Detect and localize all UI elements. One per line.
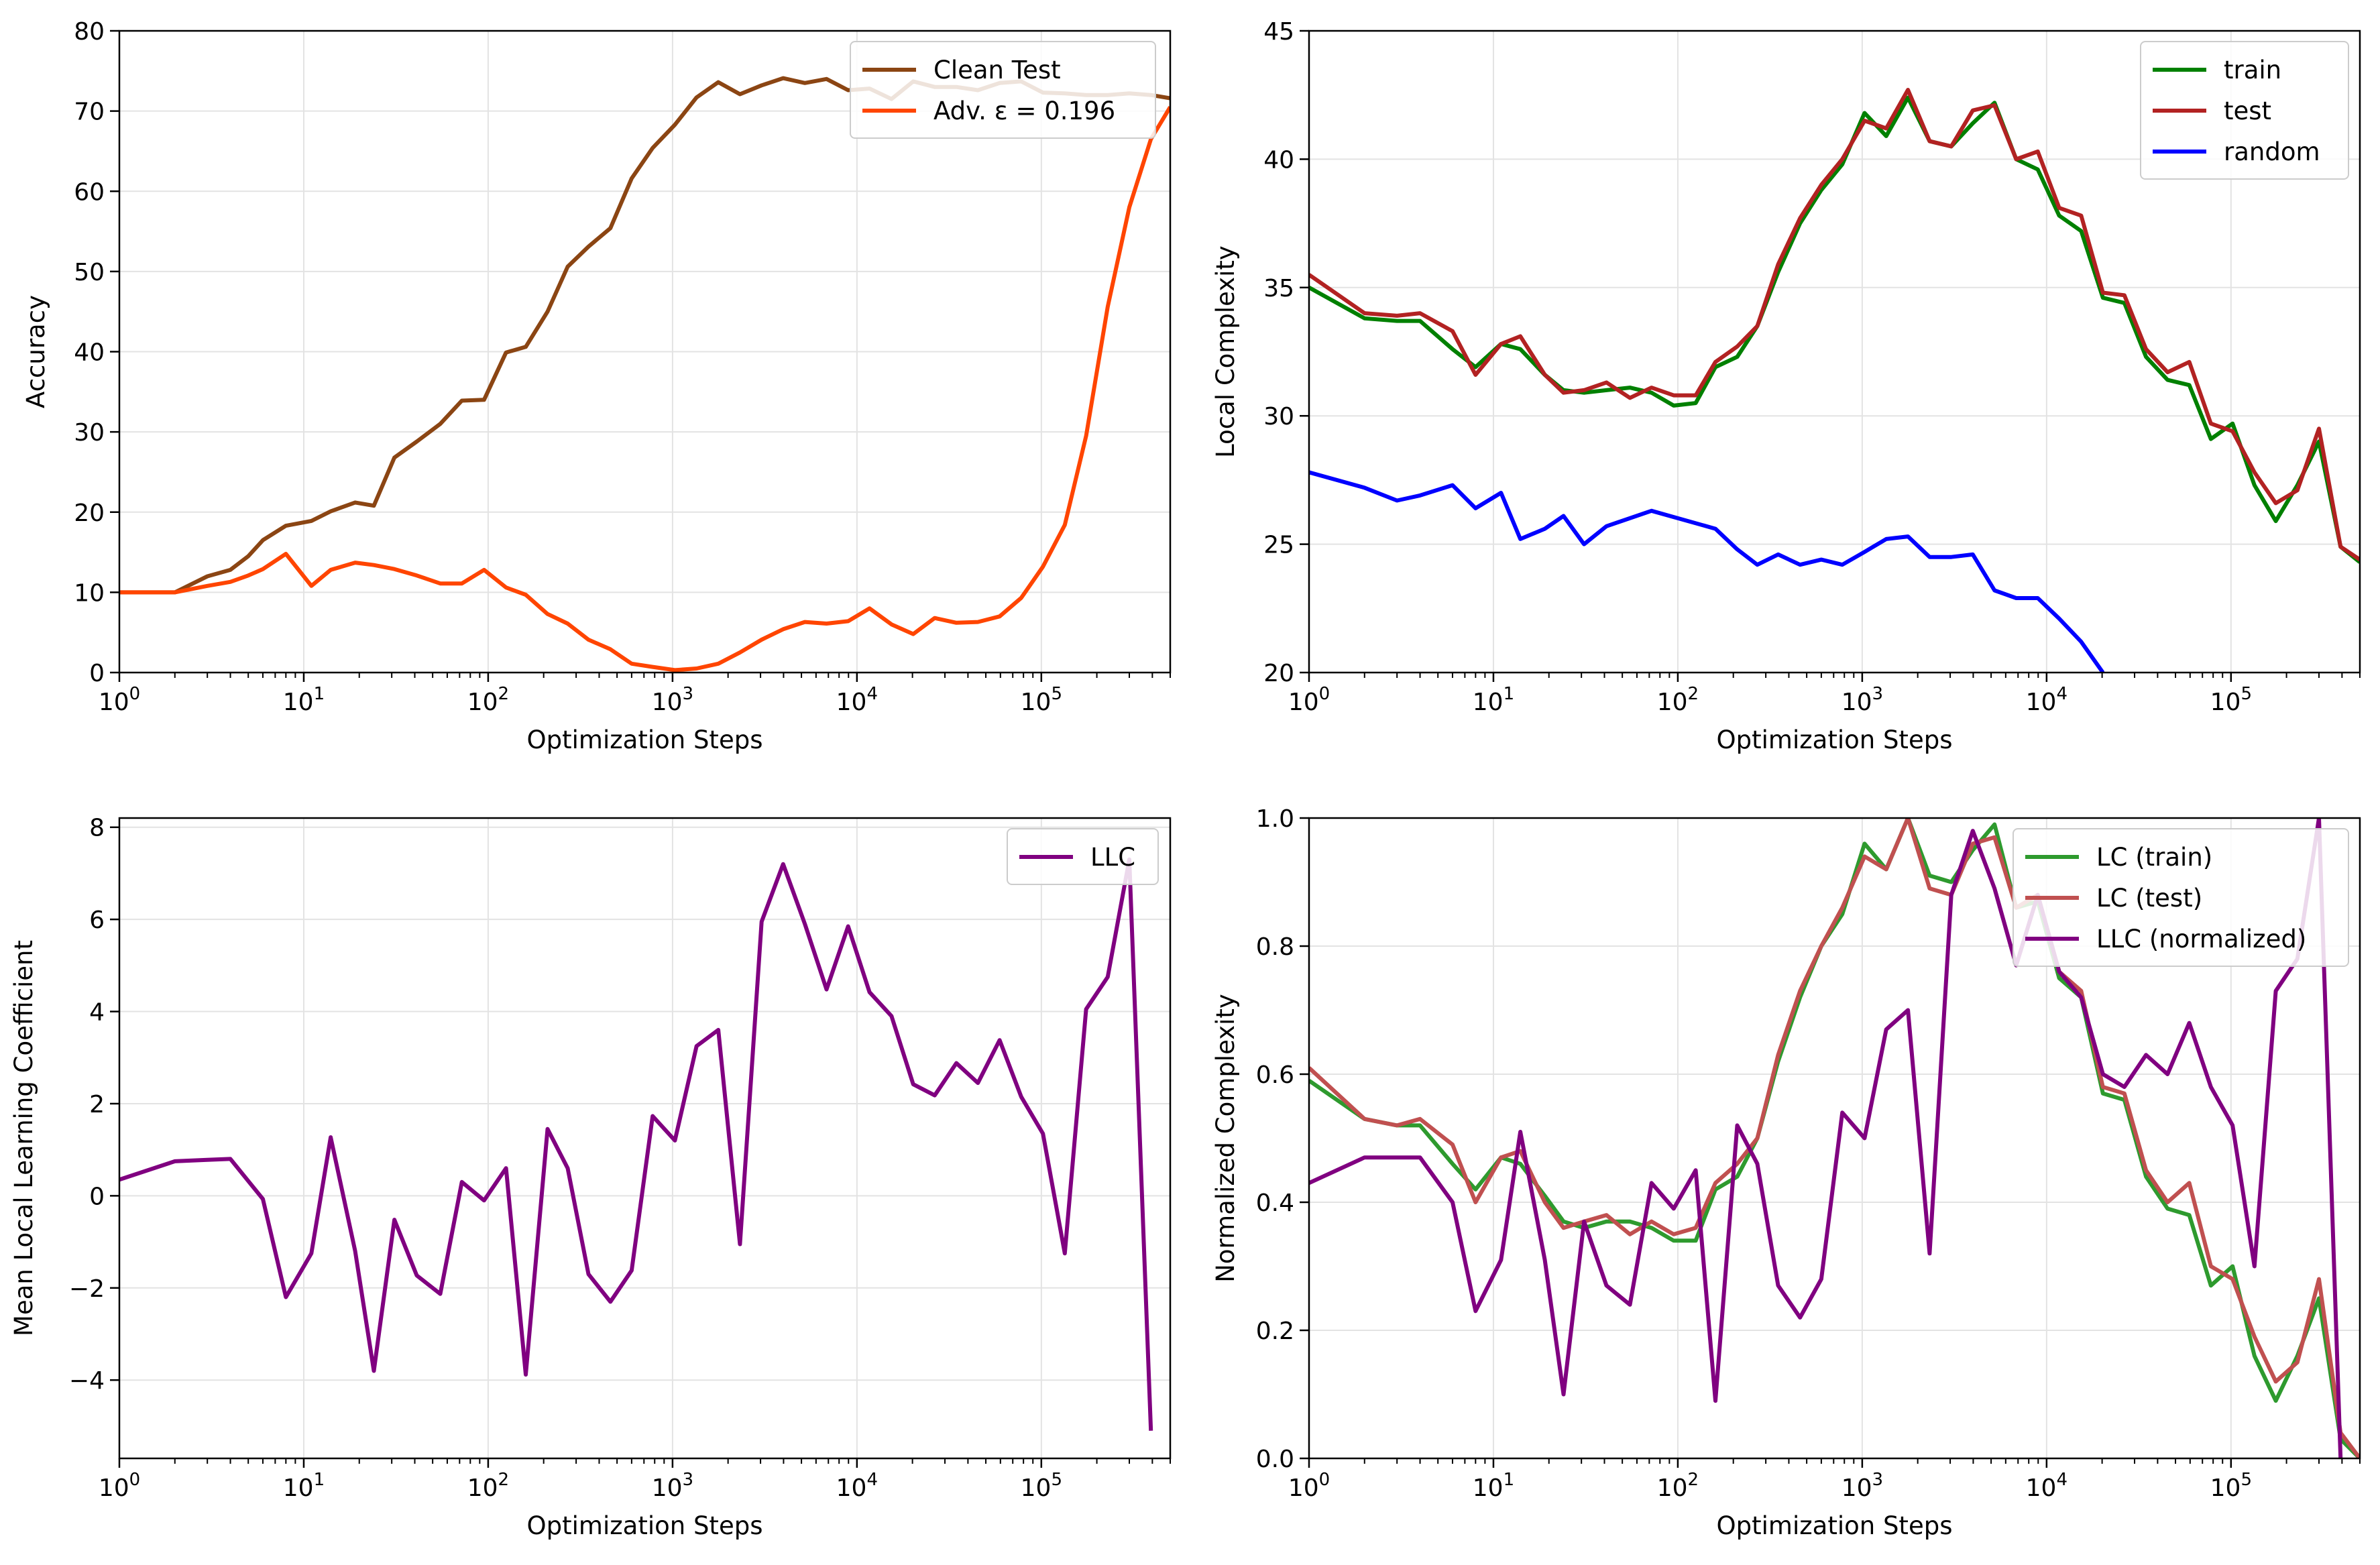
legend: Clean Test Adv. ε = 0.196	[850, 41, 1156, 139]
x-axis-label: Optimization Steps	[527, 726, 763, 754]
x-tick-label: 103	[1841, 1470, 1883, 1502]
y-tick-label: 30	[1263, 403, 1294, 430]
x-tick-label: 100	[99, 684, 140, 716]
x-tick-label: 105	[1021, 684, 1062, 716]
x-tick-label: 104	[836, 1470, 878, 1502]
legend-entry: LC (train)	[2096, 843, 2212, 872]
axes-frame	[1308, 30, 2361, 674]
chart-panel-4: 100 101 102 103 104 105 0.0 0.2 0.4 0.6 0.8 1.0 Opti…	[1211, 805, 2361, 1540]
y-tick-label: 35	[1263, 275, 1294, 302]
y-tick-label: −2	[69, 1275, 105, 1303]
x-tick-label: 105	[2210, 1470, 2252, 1502]
x-tick-label: 102	[1657, 684, 1699, 716]
y-tick-label: 40	[1263, 146, 1294, 174]
legend: train test random	[2140, 41, 2349, 180]
x-tick-label: 105	[1021, 1470, 1062, 1502]
series-line-random	[1309, 470, 2105, 673]
y-tick-label: 0.2	[1256, 1318, 1294, 1345]
y-tick-label: 30	[74, 419, 105, 447]
y-tick-label: 40	[74, 339, 105, 367]
y-tick-label: 0.0	[1256, 1446, 1294, 1473]
x-tick-label: 103	[652, 684, 693, 716]
series-line-test	[1309, 88, 2360, 562]
legend: LC (train) LC (test) LLC (normalized)	[2013, 828, 2349, 967]
x-tick-label: 103	[652, 1470, 693, 1502]
legend-entry: Clean Test	[933, 56, 1061, 84]
y-tick-label: 70	[74, 99, 105, 126]
series-line-adv-0-196	[119, 106, 1170, 673]
legend-entry: LLC	[1090, 843, 1135, 872]
y-axis-label: Local Complexity	[1211, 245, 1240, 458]
y-tick-label: −4	[69, 1367, 105, 1395]
y-tick-label: 0	[89, 1183, 105, 1210]
legend-box	[2140, 41, 2349, 180]
series-line-clean-test	[119, 76, 1170, 595]
x-tick-label: 100	[1288, 684, 1330, 716]
axes-frame	[1308, 817, 2361, 1460]
chart-panel-2: 100 101 102 103 104 105 20 25 30 35 40 45 Optimizati…	[1211, 18, 2361, 754]
x-tick-label: 105	[2210, 684, 2252, 716]
legend-entry: train	[2224, 56, 2281, 84]
legend-box	[2013, 828, 2349, 967]
y-axis-label: Mean Local Learning Coefficient	[9, 940, 38, 1336]
x-axis-label: Optimization Steps	[527, 1511, 763, 1540]
y-tick-label: 0	[89, 660, 105, 687]
legend-entry: test	[2224, 97, 2271, 125]
legend-box	[850, 41, 1156, 139]
y-tick-label: 0.8	[1256, 933, 1294, 961]
x-tick-label: 100	[1288, 1470, 1330, 1502]
x-tick-label: 102	[467, 1470, 509, 1502]
x-tick-label: 100	[99, 1470, 140, 1502]
y-tick-label: 50	[74, 259, 105, 286]
y-tick-label: 60	[74, 178, 105, 206]
x-tick-label: 102	[1657, 1470, 1699, 1502]
axes-frame	[118, 817, 1172, 1460]
y-tick-label: 0.6	[1256, 1061, 1294, 1089]
x-tick-label: 104	[2026, 684, 2067, 716]
series-line-llc	[119, 857, 1153, 1431]
y-tick-label: 8	[89, 815, 105, 842]
legend: LLC	[1007, 828, 1159, 885]
y-tick-label: 6	[89, 907, 105, 934]
x-axis-label: Optimization Steps	[1717, 726, 1953, 754]
y-tick-label: 20	[1263, 660, 1294, 687]
x-tick-label: 104	[2026, 1470, 2067, 1502]
y-tick-label: 10	[74, 579, 105, 607]
x-tick-label: 104	[836, 684, 878, 716]
y-tick-label: 2	[89, 1091, 105, 1118]
y-axis-label: Accuracy	[21, 295, 50, 408]
y-tick-label: 0.4	[1256, 1190, 1294, 1217]
y-tick-label: 80	[74, 18, 105, 46]
chart-panel-1: 100 101 102 103 104 105 0 10 20 30 40 50 60 70 80 Optim…	[21, 18, 1172, 754]
x-tick-label: 101	[283, 1470, 325, 1502]
y-tick-label: 25	[1263, 532, 1294, 559]
y-tick-label: 1.0	[1256, 805, 1294, 833]
series-line-lc-test-	[1309, 818, 2360, 1458]
y-axis-label: Normalized Complexity	[1211, 994, 1240, 1283]
x-tick-label: 101	[283, 684, 325, 716]
legend-entry: LLC (normalized)	[2096, 925, 2306, 953]
x-tick-label: 103	[1841, 684, 1883, 716]
series-line-train	[1309, 95, 2360, 564]
x-tick-label: 102	[467, 684, 509, 716]
legend-entry: random	[2224, 137, 2320, 166]
legend-entry: Adv. ε = 0.196	[933, 97, 1115, 125]
series-line-llc-normalized-	[1309, 818, 2343, 1458]
y-tick-label: 4	[89, 999, 105, 1027]
x-tick-label: 101	[1473, 1470, 1514, 1502]
x-axis-label: Optimization Steps	[1717, 1511, 1953, 1540]
legend-box	[1007, 828, 1159, 885]
y-tick-label: 20	[74, 500, 105, 527]
legend-entry: LC (test)	[2096, 884, 2202, 913]
chart-panel-3: 100 101 102 103 104 105 −4 −2 0 2 4 6 8 Optimization …	[9, 815, 1172, 1540]
y-tick-label: 45	[1263, 18, 1294, 46]
x-tick-label: 101	[1473, 684, 1514, 716]
